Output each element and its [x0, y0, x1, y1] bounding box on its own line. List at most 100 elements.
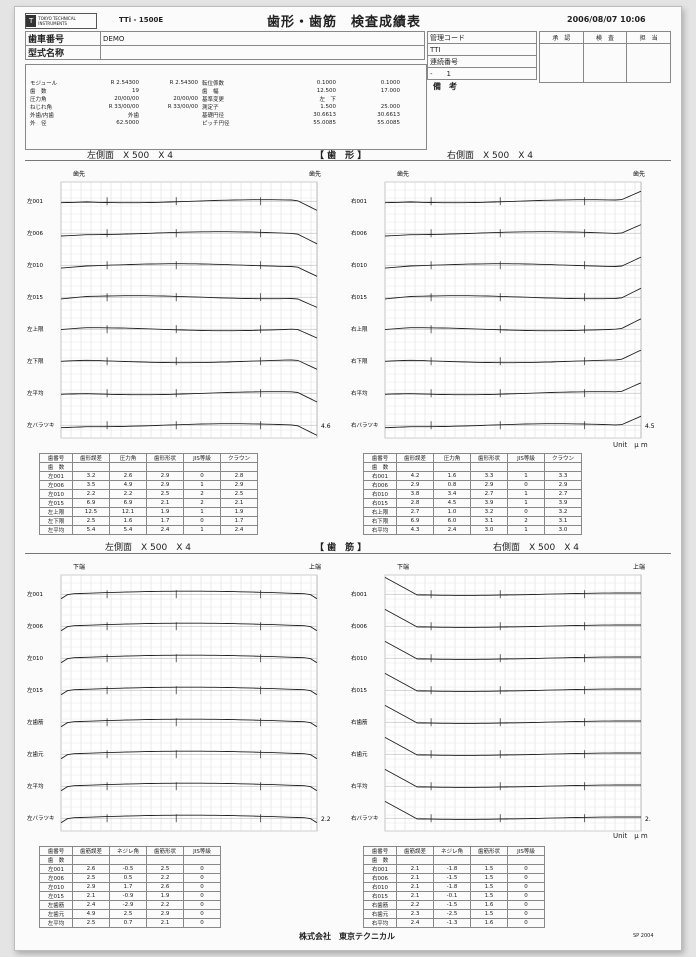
table-row: 右015 2.1 -0.1 1.5 0 [363, 891, 545, 901]
table-cell: 2.5 [220, 489, 258, 499]
spec-left-label: 外歯/内歯 [30, 113, 54, 119]
row-label: 右006 [351, 229, 367, 237]
axis-top-left-label: 歯先 [73, 170, 85, 178]
table-cell: 右010 [363, 489, 397, 499]
table-cell: 左015 [39, 891, 73, 901]
table-cell: 左歯元 [39, 909, 73, 919]
table-cell: 3.9 [470, 498, 508, 508]
table-cell: 0.8 [433, 480, 471, 490]
table-cell: 3.1 [470, 516, 508, 526]
table-row: 左歯元 4.9 2.5 2.9 0 [39, 909, 221, 919]
serial-label: 連続番号 [427, 55, 537, 68]
trace-line [60, 423, 318, 436]
model-name-value [100, 45, 425, 60]
table-row: 右015 2.8 4.5 3.9 1 3.9 [363, 498, 582, 508]
table-cell: 2.5 [146, 489, 184, 499]
trace-line [60, 814, 318, 824]
table-cell: 1.9 [146, 507, 184, 517]
axis-top-left-label: 下端 [397, 563, 409, 571]
axis-top-right-label: 上端 [633, 563, 645, 571]
table-cell: 2 [507, 516, 545, 526]
table-row: 右歯元 2.3 -2.5 1.5 0 [363, 909, 545, 919]
row-label-header: 歯 数 [363, 855, 397, 865]
table-cell: 0 [183, 900, 221, 910]
table-cell: 3.2 [72, 471, 110, 481]
trace-line [384, 609, 641, 628]
table-header: 歯形形状 [470, 453, 508, 463]
trace-line [60, 590, 318, 600]
spec-mid-label: ピッチ円径 [202, 121, 230, 127]
table-cell: -0.5 [109, 864, 147, 874]
table-header: 歯形誤差 [72, 453, 110, 463]
table-cell: 右006 [363, 873, 397, 883]
table-cell: 1.5 [470, 882, 508, 892]
table-cell: 1.5 [470, 864, 508, 874]
row-label: 左平均 [27, 389, 44, 397]
table-header: ネジレ角 [109, 846, 147, 856]
table-cell: 2.1 [396, 864, 434, 874]
table-header: クラウン [544, 453, 582, 463]
table-cell: 2.9 [146, 909, 184, 919]
table-cell: 2.2 [146, 873, 184, 883]
table-cell: 0.5 [109, 873, 147, 883]
row-label: 右006 [351, 622, 367, 630]
profile-right-caption: 右側面 X 500 X 4 [447, 151, 533, 161]
table-cell: 右下限 [363, 516, 397, 526]
table-cell: 2.2 [146, 900, 184, 910]
table-cell: -2.5 [433, 909, 471, 919]
row-label: 左上限 [27, 325, 44, 333]
table-cell: 2.6 [146, 882, 184, 892]
table-cell: 右001 [363, 471, 397, 481]
table-row: 左歯筋 2.4 -2.9 2.2 0 [39, 900, 221, 910]
trace-line [60, 199, 318, 211]
table-header: 歯番号 [39, 846, 73, 856]
table-cell: 3.2 [544, 507, 582, 517]
table-cell: 2.9 [146, 471, 184, 481]
table-cell: -0.1 [433, 891, 471, 901]
lead-right-caption: 右側面 X 500 X 4 [493, 543, 579, 553]
table-cell: 4.5 [433, 498, 471, 508]
report-datetime: 2006/08/07 10:06 [567, 15, 646, 24]
trace-line [60, 622, 318, 632]
table-cell: 2.1 [72, 891, 110, 901]
trace-line [384, 287, 642, 300]
row-label: 左バラツキ [27, 421, 55, 429]
row-label: 右歯元 [351, 750, 368, 758]
table-cell: 1 [507, 489, 545, 499]
table-cell: 左015 [39, 498, 73, 508]
table-cell: 右001 [363, 864, 397, 874]
table-header: JIS等級 [507, 453, 545, 463]
table-cell: 左平均 [39, 525, 73, 535]
trace-line [384, 801, 641, 820]
table-cell: 1 [183, 507, 221, 517]
table-cell: 1 [183, 480, 221, 490]
table-header: JIS等級 [183, 453, 221, 463]
approval-table: 承 認 検 査 担 当 [539, 31, 671, 83]
spec-mid-value [141, 111, 200, 119]
table-cell: 2.6 [72, 864, 110, 874]
table-cell: 2.9 [544, 480, 582, 490]
row-label: 右010 [351, 261, 367, 269]
axis-top-right-label: 歯先 [309, 170, 321, 178]
spec-mid-value [141, 119, 200, 127]
axis-top-right-label: 上端 [309, 563, 321, 571]
table-cell: 0 [507, 480, 545, 490]
row-label: 右001 [351, 590, 367, 598]
gear-no-value: DEMO [100, 31, 425, 46]
table-cell: 2.5 [109, 909, 147, 919]
spec-mid-label: 歯 幅 [202, 89, 219, 95]
profile-table-left: 歯番号 歯形誤差 圧力角 歯形形状 JIS等級 クラウン歯 数左001 3.2 2.6 2.9 0… [39, 453, 258, 535]
table-cell: -1.8 [433, 864, 471, 874]
table-cell: 右010 [363, 882, 397, 892]
mgmt-code-label: 管理コード [427, 31, 537, 44]
table-cell: 左001 [39, 864, 73, 874]
table-header: 歯番号 [363, 453, 397, 463]
table-cell: 1.0 [433, 507, 471, 517]
table-cell: 1 [183, 525, 221, 535]
row-label: 左006 [27, 622, 43, 630]
lead-left-caption: 左側面 X 500 X 4 [105, 543, 191, 553]
table-cell: 右006 [363, 480, 397, 490]
spec-mid-label: 転位係数 [202, 81, 225, 87]
table-row: 右006 2.1 -1.5 1.5 0 [363, 873, 545, 883]
row-label: 右上限 [351, 325, 368, 333]
